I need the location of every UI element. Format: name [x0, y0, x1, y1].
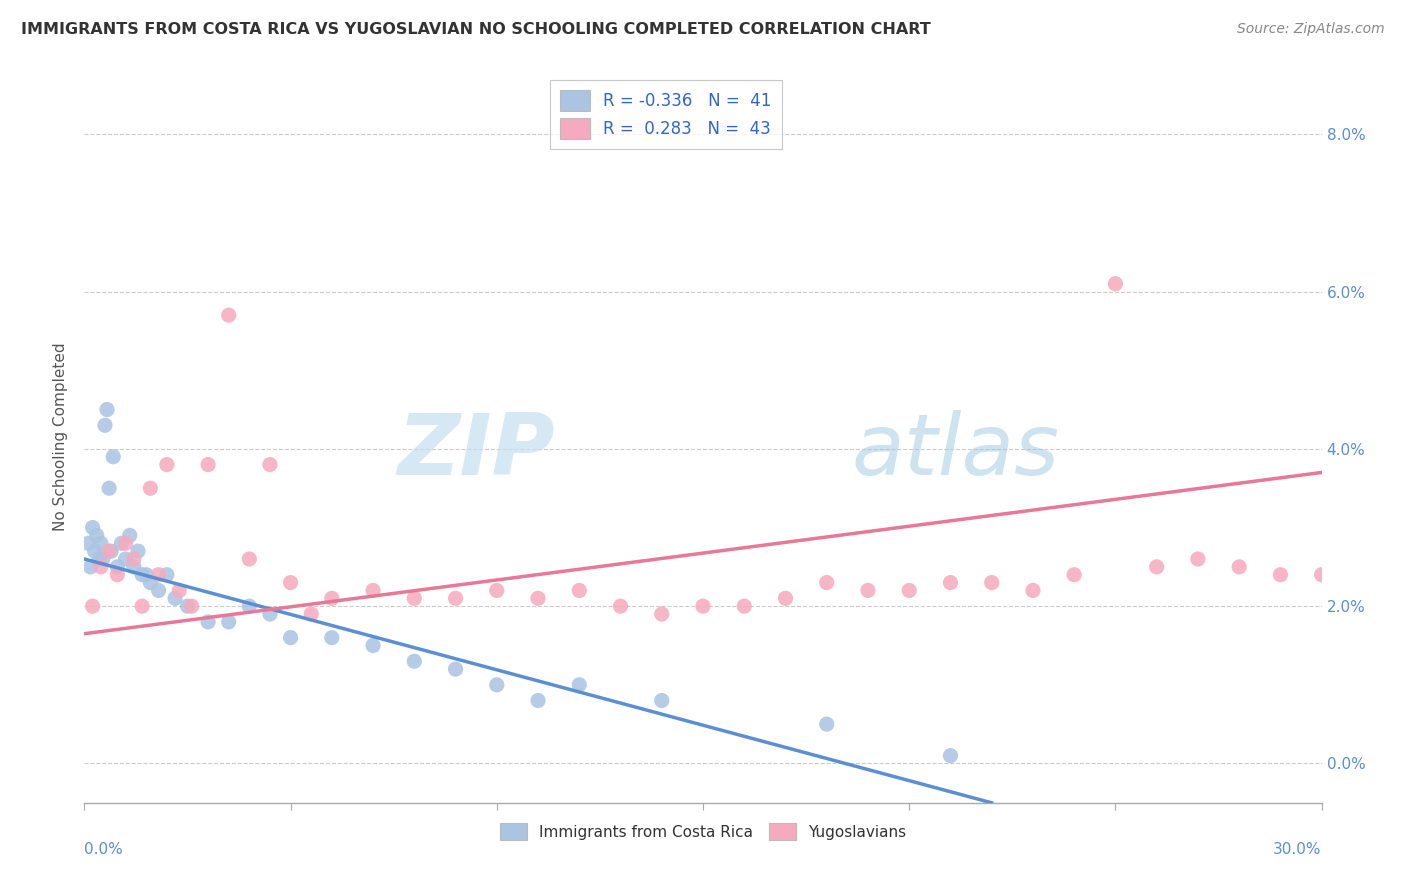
Point	[135, 567, 157, 582]
Point	[105, 567, 128, 582]
Point	[1227, 559, 1250, 574]
Point	[180, 599, 202, 614]
Point	[131, 567, 153, 582]
Point	[110, 536, 132, 550]
Point	[1104, 277, 1126, 291]
Point	[82, 599, 104, 614]
Point	[321, 591, 343, 606]
Point	[361, 639, 384, 653]
Point	[939, 748, 962, 763]
Point	[815, 717, 838, 731]
Point	[148, 567, 170, 582]
Point	[980, 575, 1002, 590]
Text: 30.0%: 30.0%	[1274, 842, 1322, 856]
Point	[98, 481, 121, 495]
Point	[444, 662, 467, 676]
Point	[122, 559, 145, 574]
Point	[1270, 567, 1292, 582]
Point	[197, 615, 219, 629]
Point	[103, 450, 125, 464]
Point	[127, 544, 149, 558]
Point	[444, 591, 467, 606]
Point	[86, 528, 108, 542]
Point	[105, 559, 128, 574]
Point	[96, 402, 118, 417]
Point	[404, 591, 426, 606]
Point	[404, 654, 426, 668]
Point	[299, 607, 322, 621]
Point	[218, 308, 240, 322]
Point	[1063, 567, 1085, 582]
Y-axis label: No Schooling Completed: No Schooling Completed	[53, 343, 69, 532]
Point	[122, 552, 145, 566]
Point	[176, 599, 198, 614]
Point	[197, 458, 219, 472]
Point	[898, 583, 921, 598]
Point	[90, 536, 112, 550]
Point	[114, 536, 136, 550]
Point	[321, 631, 343, 645]
Point	[280, 631, 302, 645]
Point	[238, 552, 260, 566]
Point	[568, 583, 591, 598]
Text: 0.0%: 0.0%	[84, 842, 124, 856]
Point	[90, 559, 112, 574]
Point	[218, 615, 240, 629]
Point	[568, 678, 591, 692]
Point	[527, 591, 550, 606]
Point	[1022, 583, 1045, 598]
Legend: Immigrants from Costa Rica, Yugoslavians: Immigrants from Costa Rica, Yugoslavians	[494, 816, 912, 847]
Point	[361, 583, 384, 598]
Point	[692, 599, 714, 614]
Point	[156, 458, 179, 472]
Point	[259, 458, 281, 472]
Point	[83, 544, 105, 558]
Point	[139, 481, 162, 495]
Point	[79, 559, 101, 574]
Point	[733, 599, 755, 614]
Point	[651, 607, 673, 621]
Text: atlas: atlas	[852, 410, 1060, 493]
Point	[527, 693, 550, 707]
Point	[114, 552, 136, 566]
Point	[238, 599, 260, 614]
Point	[91, 552, 114, 566]
Point	[1310, 567, 1333, 582]
Text: IMMIGRANTS FROM COSTA RICA VS YUGOSLAVIAN NO SCHOOLING COMPLETED CORRELATION CHA: IMMIGRANTS FROM COSTA RICA VS YUGOSLAVIA…	[21, 22, 931, 37]
Point	[485, 583, 508, 598]
Point	[815, 575, 838, 590]
Point	[651, 693, 673, 707]
Point	[118, 528, 141, 542]
Point	[82, 520, 104, 534]
Point	[775, 591, 797, 606]
Point	[856, 583, 879, 598]
Text: ZIP: ZIP	[396, 410, 554, 493]
Point	[167, 583, 190, 598]
Point	[165, 591, 187, 606]
Point	[156, 567, 179, 582]
Point	[1187, 552, 1209, 566]
Point	[609, 599, 631, 614]
Point	[98, 544, 121, 558]
Point	[259, 607, 281, 621]
Point	[485, 678, 508, 692]
Point	[280, 575, 302, 590]
Point	[139, 575, 162, 590]
Point	[94, 418, 117, 433]
Point	[148, 583, 170, 598]
Point	[100, 544, 122, 558]
Text: Source: ZipAtlas.com: Source: ZipAtlas.com	[1237, 22, 1385, 37]
Point	[87, 552, 110, 566]
Point	[77, 536, 100, 550]
Point	[131, 599, 153, 614]
Point	[939, 575, 962, 590]
Point	[1146, 559, 1168, 574]
